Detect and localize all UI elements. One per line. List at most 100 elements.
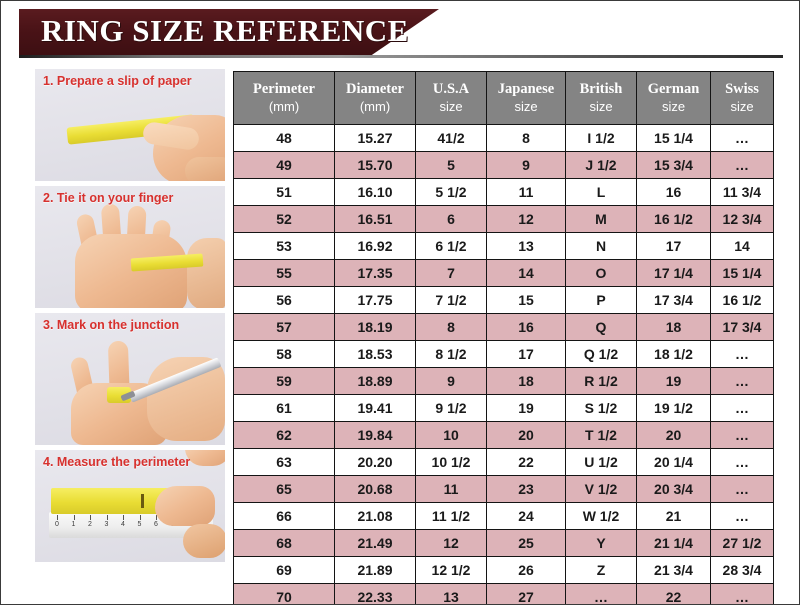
column-header-sub: (mm): [359, 98, 391, 114]
step-3-photo: [35, 313, 225, 445]
cell-british: Q 1/2: [565, 340, 637, 368]
cell-usa: 7: [415, 259, 487, 287]
cell-british: I 1/2: [565, 124, 637, 152]
cell-usa: 10: [415, 421, 487, 449]
cell-usa: 10 1/2: [415, 448, 487, 476]
step-1-caption: 1. Prepare a slip of paper: [43, 74, 192, 88]
column-header-main: Swiss: [725, 81, 759, 98]
cell-swiss: 14: [710, 232, 774, 260]
cell-usa: 9 1/2: [415, 394, 487, 422]
cell-perimeter: 66: [233, 502, 335, 530]
cell-diameter: 18.89: [334, 367, 416, 395]
cell-german: 17 1/4: [636, 259, 711, 287]
cell-german: 16: [636, 178, 711, 206]
cell-german: 20: [636, 421, 711, 449]
step-4-measure-perimeter: 4. Measure the perimeter 0123456789: [35, 450, 225, 562]
cell-diameter: 16.51: [334, 205, 416, 233]
cell-swiss: …: [710, 583, 774, 604]
cell-usa: 7 1/2: [415, 286, 487, 314]
table-row: 57 18.19 8 16 Q 18 17 3/4: [233, 313, 774, 341]
cell-japanese: 22: [486, 448, 566, 476]
cell-british: …: [565, 583, 637, 604]
step-1-prepare-paper: 1. Prepare a slip of paper: [35, 69, 225, 181]
cell-swiss: 28 3/4: [710, 556, 774, 584]
cell-german: 20 3/4: [636, 475, 711, 503]
cell-japanese: 25: [486, 529, 566, 557]
step-1-photo: [35, 69, 225, 181]
table-row: 62 19.84 10 20 T 1/2 20…: [233, 421, 774, 449]
cell-perimeter: 51: [233, 178, 335, 206]
banner-shape: [19, 9, 439, 55]
ruler-tick-label: 0: [55, 521, 59, 528]
cell-german: 21 1/4: [636, 529, 711, 557]
cell-british: R 1/2: [565, 367, 637, 395]
cell-japanese: 11: [486, 178, 566, 206]
column-header-german: German size: [636, 71, 711, 125]
cell-diameter: 19.84: [334, 421, 416, 449]
cell-swiss: …: [710, 448, 774, 476]
ruler-tick-label: 5: [137, 521, 142, 528]
cell-diameter: 20.20: [334, 448, 416, 476]
cell-usa: 11: [415, 475, 487, 503]
cell-german: 16 1/2: [636, 205, 711, 233]
cell-swiss: 16 1/2: [710, 286, 774, 314]
column-header-swiss: Swiss size: [710, 71, 774, 125]
cell-british: Q: [565, 313, 637, 341]
step-3-caption: 3. Mark on the junction: [43, 318, 180, 332]
ruler-tick: [139, 515, 141, 520]
column-header-sub: size: [661, 98, 686, 114]
column-header-usa: U.S.A size: [415, 71, 487, 125]
cell-british: L: [565, 178, 637, 206]
ring-size-table: Perimeter (mm) Diameter (mm) U.S.A size Japane…: [233, 71, 774, 604]
cell-diameter: 17.75: [334, 286, 416, 314]
ruler-tick: [73, 515, 75, 520]
cell-diameter: 16.10: [334, 178, 416, 206]
cell-british: M: [565, 205, 637, 233]
cell-japanese: 18: [486, 367, 566, 395]
cell-diameter: 18.19: [334, 313, 416, 341]
cell-diameter: 15.27: [334, 124, 416, 152]
cell-british: Z: [565, 556, 637, 584]
column-header-sub: size: [514, 98, 538, 114]
column-header-diameter: Diameter (mm): [334, 71, 416, 125]
table-row: 53 16.92 6 1/2 13 N 17 14: [233, 232, 774, 260]
knuckle-shape: [185, 157, 225, 181]
ruler-tick: [156, 515, 157, 520]
cell-japanese: 9: [486, 151, 566, 179]
table-row: 69 21.89 12 1/2 26 Z 21 3/4 28 3/4: [233, 556, 774, 584]
cell-german: 18: [636, 313, 711, 341]
cell-perimeter: 53: [233, 232, 335, 260]
cell-perimeter: 57: [233, 313, 335, 341]
ruler-tick-label: 2: [88, 521, 92, 528]
finger-shape: [185, 450, 225, 466]
cell-usa: 12 1/2: [415, 556, 487, 584]
cell-perimeter: 52: [233, 205, 335, 233]
step-4-caption: 4. Measure the perimeter: [43, 455, 191, 469]
cell-perimeter: 48: [233, 124, 335, 152]
cell-swiss: …: [710, 367, 774, 395]
cell-perimeter: 56: [233, 286, 335, 314]
cell-japanese: 24: [486, 502, 566, 530]
cell-usa: 13: [415, 583, 487, 604]
cell-perimeter: 68: [233, 529, 335, 557]
cell-british: Y: [565, 529, 637, 557]
step-2-photo: [35, 186, 225, 308]
column-header-main: German: [647, 81, 700, 98]
cell-swiss: 17 3/4: [710, 313, 774, 341]
cell-perimeter: 61: [233, 394, 335, 422]
cell-usa: 6 1/2: [415, 232, 487, 260]
cell-german: 21: [636, 502, 711, 530]
cell-british: T 1/2: [565, 421, 637, 449]
cell-swiss: 15 1/4: [710, 259, 774, 287]
cell-german: 15 1/4: [636, 124, 711, 152]
hand-shape: [187, 238, 225, 308]
cell-usa: 9: [415, 367, 487, 395]
column-header-sub: size: [589, 98, 613, 114]
cell-german: 18 1/2: [636, 340, 711, 368]
table-row: 49 15.70 5 9 J 1/2 15 3/4…: [233, 151, 774, 179]
cell-perimeter: 58: [233, 340, 335, 368]
cell-perimeter: 63: [233, 448, 335, 476]
cell-british: W 1/2: [565, 502, 637, 530]
title-banner: RING SIZE REFERENCE: [19, 9, 783, 59]
step-3-mark-junction: 3. Mark on the junction: [35, 313, 225, 445]
